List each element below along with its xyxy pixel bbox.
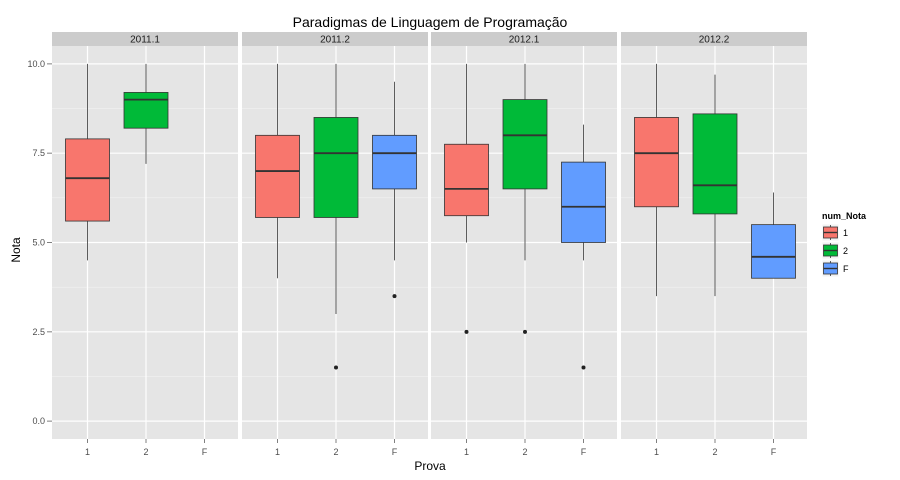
facet-strip [431, 32, 617, 46]
box-body [561, 161, 606, 243]
y-axis: 0.0 2.5 5.0 7.5 10.0 [27, 59, 52, 426]
x-tick-label: F [392, 447, 398, 457]
box-1 [444, 63, 489, 334]
facet-strip [242, 32, 428, 46]
box-1 [634, 63, 679, 297]
facet-panel-2011.1: 2011.1 [52, 32, 238, 439]
x-tick-label: F [581, 447, 587, 457]
box-body [123, 92, 169, 129]
box-body [444, 143, 489, 217]
box-body [692, 113, 738, 215]
box-body [502, 99, 548, 190]
legend: num_Nota 1 2 F [821, 211, 867, 278]
y-tick-label: 10.0 [27, 59, 45, 69]
box-2 [123, 63, 169, 164]
y-tick-label: 5.0 [32, 238, 45, 248]
chart-title: Paradigmas de Linguagem de Programação [293, 14, 568, 30]
facet-strip-label: 2011.1 [130, 35, 160, 46]
x-axis-title: Prova [414, 459, 446, 473]
facet-panel-2012.1: 2012.1 [431, 32, 617, 439]
x-tick-label: F [771, 447, 777, 457]
x-tick-label: 2 [522, 447, 527, 457]
box-2 [313, 63, 359, 370]
box-body [255, 134, 300, 218]
box-2 [692, 74, 738, 297]
x-tick-label: 1 [275, 447, 280, 457]
outlier-point [581, 365, 586, 370]
legend-label: 1 [843, 228, 848, 238]
facet-panel-2012.2: 2012.2 [621, 32, 807, 439]
box-body [372, 134, 417, 190]
x-tick-label: F [202, 447, 208, 457]
x-tick-label: 2 [712, 447, 717, 457]
x-tick-label: 1 [654, 447, 659, 457]
facet-strip [52, 32, 238, 46]
box-body [65, 138, 110, 222]
facet-strip-label: 2011.2 [320, 35, 350, 46]
box-2 [502, 63, 548, 334]
outlier-point [334, 365, 338, 370]
facet-strip [621, 32, 807, 46]
facet-strip-label: 2012.1 [509, 35, 540, 46]
box-body [751, 224, 796, 279]
box-F [372, 81, 417, 299]
x-tick-label: 2 [143, 447, 148, 457]
facet-panels: 2011.1 2011.2 2012.1 2012.2 [52, 32, 807, 439]
legend-label: 2 [843, 246, 848, 256]
box-F [751, 192, 796, 279]
y-tick-label: 0.0 [32, 416, 45, 426]
outlier-point [392, 294, 397, 299]
x-tick-label: 2 [333, 447, 338, 457]
box-1 [65, 63, 110, 261]
box-body [313, 117, 359, 218]
outlier-point [523, 329, 527, 334]
x-tick-label: 1 [85, 447, 90, 457]
facet-strip-label: 2012.2 [699, 35, 730, 46]
box-F [561, 124, 606, 370]
box-body [634, 117, 679, 208]
y-axis-title: Nota [9, 237, 23, 263]
legend-label: F [843, 264, 849, 274]
x-axis: 1 2 F 1 2 F 1 2 F 1 2 F [85, 439, 777, 457]
x-tick-label: 1 [464, 447, 469, 457]
facet-panel-2011.2: 2011.2 [242, 32, 428, 439]
y-tick-label: 2.5 [32, 327, 45, 337]
y-tick-label: 7.5 [32, 148, 45, 158]
box-1 [255, 63, 300, 279]
outlier-point [464, 329, 469, 334]
legend-title: num_Nota [822, 211, 867, 221]
